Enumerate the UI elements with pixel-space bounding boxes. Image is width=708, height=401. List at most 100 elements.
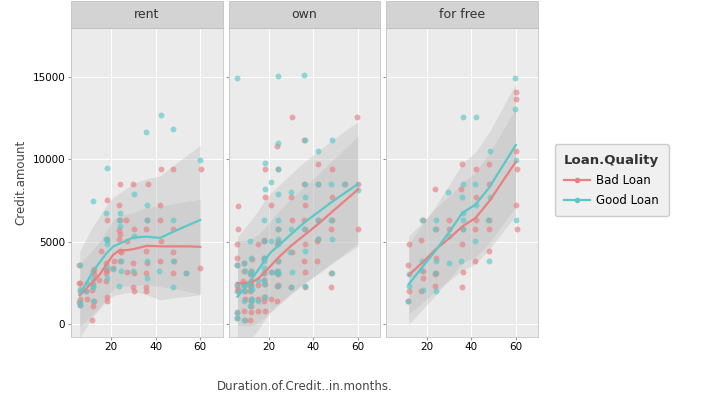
Point xyxy=(245,237,256,244)
Point xyxy=(113,236,125,243)
Point xyxy=(509,106,520,113)
Point xyxy=(74,280,86,286)
Point xyxy=(272,257,283,264)
Point xyxy=(74,301,86,308)
Point xyxy=(181,270,192,276)
Point xyxy=(142,217,153,224)
Point xyxy=(265,237,276,244)
Point xyxy=(285,284,297,290)
Point xyxy=(286,114,297,120)
Point xyxy=(140,247,152,254)
Point xyxy=(128,233,139,239)
Point xyxy=(312,180,324,187)
Point xyxy=(483,247,494,254)
Point xyxy=(233,226,244,232)
Point xyxy=(457,269,469,275)
Point xyxy=(298,71,309,78)
Point xyxy=(121,269,132,275)
Point xyxy=(313,236,324,243)
Point xyxy=(258,270,270,277)
Point xyxy=(238,280,249,287)
Point xyxy=(253,277,264,284)
Point xyxy=(286,217,297,224)
Point xyxy=(260,308,271,314)
Point xyxy=(510,89,521,95)
Point xyxy=(285,189,296,196)
Point xyxy=(81,280,93,286)
Point xyxy=(456,194,467,200)
Point xyxy=(88,271,99,277)
Point xyxy=(140,270,152,276)
Point xyxy=(194,264,205,271)
Point xyxy=(511,166,523,172)
Point xyxy=(115,217,126,224)
Point xyxy=(231,255,242,261)
Point xyxy=(108,257,120,264)
Point xyxy=(285,194,297,200)
Point xyxy=(403,262,414,268)
Point xyxy=(483,160,494,167)
Point xyxy=(168,226,179,232)
Point xyxy=(325,217,336,224)
Point xyxy=(87,276,98,282)
Point xyxy=(239,282,250,289)
Point xyxy=(416,257,428,264)
Point xyxy=(326,137,338,144)
Point xyxy=(115,248,126,255)
Point xyxy=(469,237,481,244)
Point xyxy=(101,236,113,243)
Point xyxy=(273,257,284,264)
Point xyxy=(245,271,256,277)
Point xyxy=(259,194,270,200)
Point xyxy=(416,217,428,224)
Y-axis label: Credit.amount: Credit.amount xyxy=(14,140,27,225)
Point xyxy=(299,137,310,144)
Point xyxy=(416,267,427,273)
Point xyxy=(442,189,454,196)
Point xyxy=(285,226,297,232)
Point xyxy=(232,262,243,268)
Point xyxy=(299,257,310,264)
Point xyxy=(483,180,494,187)
Point xyxy=(271,283,282,289)
Point xyxy=(245,298,256,304)
Legend: Bad Loan, Good Loan: Bad Loan, Good Loan xyxy=(554,144,668,217)
Point xyxy=(430,255,442,261)
Point xyxy=(444,233,455,239)
Point xyxy=(140,288,152,295)
Point xyxy=(510,201,522,208)
Point xyxy=(141,284,152,290)
Point xyxy=(272,73,283,79)
Point xyxy=(155,111,166,118)
Point xyxy=(285,248,296,255)
Point xyxy=(299,284,310,290)
Point xyxy=(128,288,139,295)
Point xyxy=(127,284,139,290)
Point xyxy=(273,191,284,197)
Point xyxy=(154,217,165,224)
Point xyxy=(429,283,440,289)
Point xyxy=(417,217,428,224)
Point xyxy=(101,217,112,224)
Point xyxy=(231,280,242,287)
Point xyxy=(141,257,152,264)
Point xyxy=(457,226,469,232)
Point xyxy=(246,286,258,292)
Point xyxy=(127,267,139,274)
Point xyxy=(273,166,284,172)
Point xyxy=(252,308,263,314)
Point xyxy=(245,296,256,303)
Point xyxy=(74,262,86,268)
Point xyxy=(299,226,311,232)
Point xyxy=(273,166,284,172)
Point xyxy=(272,270,283,276)
Point xyxy=(238,282,249,289)
Point xyxy=(114,283,125,289)
Point xyxy=(88,280,99,287)
Point xyxy=(470,201,481,208)
Point xyxy=(272,143,283,150)
Point xyxy=(101,267,112,273)
Point xyxy=(259,294,270,301)
Point xyxy=(101,241,113,247)
Point xyxy=(168,270,179,276)
